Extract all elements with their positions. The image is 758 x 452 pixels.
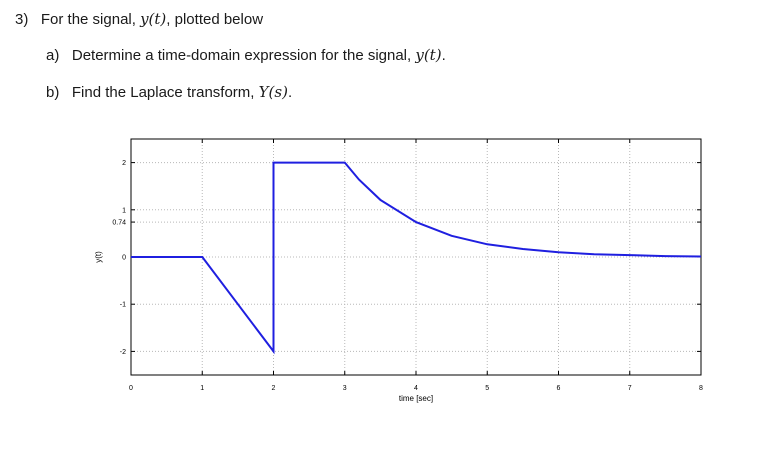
question-stem-text: For the signal, bbox=[40, 11, 141, 28]
signal-line bbox=[131, 161, 702, 355]
x-tick-label: 4 bbox=[414, 385, 418, 392]
x-tick-label: 5 bbox=[485, 385, 489, 392]
y-tick-label: -1 bbox=[120, 302, 126, 309]
x-tick-label: 3 bbox=[343, 385, 347, 392]
y-tick-label: 2 bbox=[122, 160, 126, 167]
y-axis-label: y(t) bbox=[94, 251, 103, 263]
question-stem: 3) For the signal, y(t), plotted below bbox=[15, 10, 263, 28]
y-tick-label: -2 bbox=[120, 349, 126, 356]
part-b-text: Find the Laplace transform, bbox=[71, 84, 259, 101]
y-tick-label: 1 bbox=[122, 207, 126, 214]
y-tick-labels: 2 1 0.74 0 -1 -2 bbox=[112, 160, 126, 356]
x-tick-label: 8 bbox=[699, 385, 703, 392]
x-tick-label: 1 bbox=[200, 385, 204, 392]
x-tick-label: 6 bbox=[557, 385, 561, 392]
part-b-label: b) bbox=[46, 84, 60, 101]
part-a-text: Determine a time-domain expression for t… bbox=[71, 47, 416, 64]
part-b-tail: . bbox=[287, 84, 293, 101]
x-tick-label: 0 bbox=[129, 385, 133, 392]
question-part-b: b) Find the Laplace transform, Y(s). bbox=[46, 83, 292, 101]
y-tick-label: 0.74 bbox=[112, 220, 126, 227]
x-tick-labels: 0 1 2 3 4 5 6 7 8 bbox=[129, 385, 703, 392]
y-tick-label: 0 bbox=[122, 255, 126, 262]
x-tick-label: 7 bbox=[628, 385, 632, 392]
part-a-label: a) bbox=[46, 47, 60, 64]
question-stem-math: y(t) bbox=[140, 10, 167, 28]
x-axis-label: time [sec] bbox=[399, 394, 433, 403]
question-part-a: a) Determine a time-domain expression fo… bbox=[46, 46, 446, 64]
part-a-math: y(t) bbox=[415, 46, 442, 64]
question-number: 3) bbox=[15, 11, 29, 28]
x-tick-label: 2 bbox=[272, 385, 276, 392]
part-b-math: Y(s) bbox=[258, 83, 288, 101]
question-stem-tail: , plotted below bbox=[166, 11, 264, 28]
part-a-tail: . bbox=[441, 47, 446, 64]
